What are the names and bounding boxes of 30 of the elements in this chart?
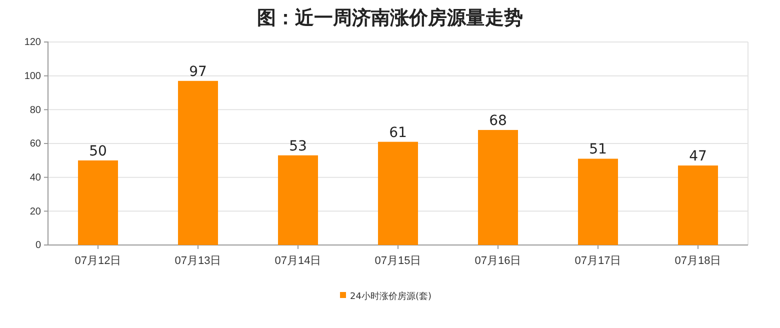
bar	[178, 80, 218, 245]
chart-title: 图：近一周济南涨价房源量走势	[257, 7, 523, 29]
y-tick-label: 100	[24, 71, 42, 82]
data-label: 53	[289, 138, 307, 154]
data-label: 51	[589, 142, 607, 158]
x-tick-label: 07月17日	[574, 255, 622, 268]
y-tick-label: 80	[30, 104, 42, 116]
y-tick-label: 20	[30, 206, 42, 218]
y-tick-label: 0	[35, 240, 42, 252]
data-label: 47	[689, 148, 707, 164]
data-label: 68	[489, 112, 507, 129]
x-tick-label: 07月18日	[674, 255, 722, 268]
bar	[678, 165, 718, 245]
data-label: 61	[389, 124, 407, 141]
bar	[378, 142, 418, 245]
y-tick-label: 40	[30, 172, 42, 184]
legend-label: 24小时涨价房源(套)	[350, 291, 432, 302]
x-tick-label: 07月14日	[274, 255, 322, 268]
y-tick-label: 60	[30, 138, 42, 150]
bar	[78, 160, 118, 245]
bar	[278, 155, 318, 245]
data-label: 97	[189, 64, 207, 80]
y-tick-label: 120	[24, 37, 42, 48]
x-tick-label: 07月12日	[74, 255, 122, 268]
bar	[478, 130, 518, 245]
data-label: 50	[89, 143, 107, 160]
x-tick-label: 07月16日	[474, 255, 522, 268]
bar	[578, 158, 618, 245]
x-tick-label: 07月15日	[374, 255, 422, 268]
x-tick-label: 07月13日	[174, 255, 222, 268]
